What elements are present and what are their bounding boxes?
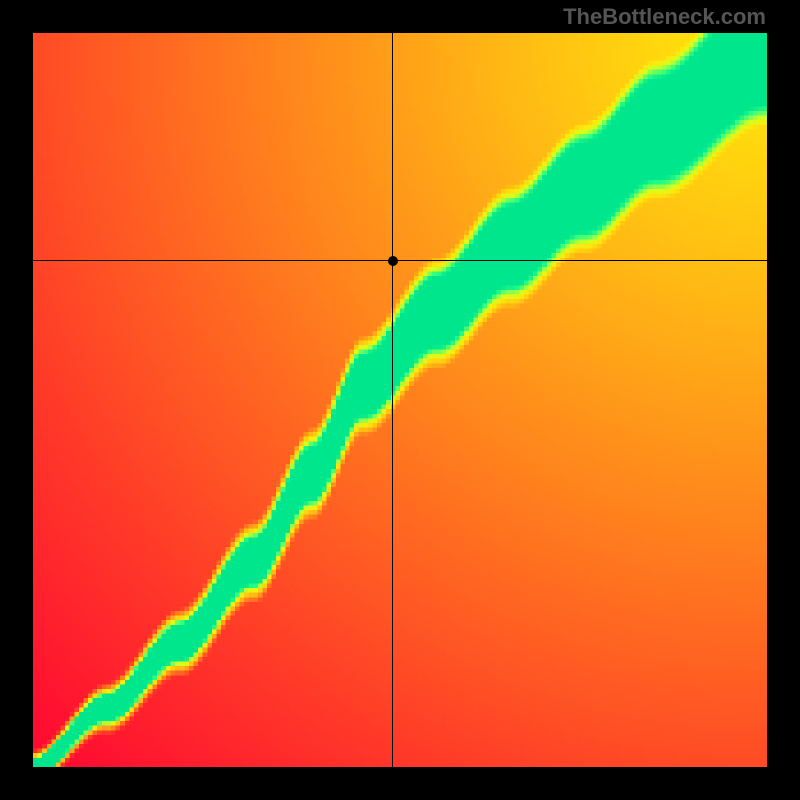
watermark-text: TheBottleneck.com bbox=[563, 4, 766, 30]
data-point-marker bbox=[388, 256, 398, 266]
bottleneck-heatmap bbox=[33, 33, 767, 767]
crosshair-horizontal-line bbox=[33, 260, 767, 261]
crosshair-vertical-line bbox=[392, 33, 393, 767]
chart-container: TheBottleneck.com bbox=[0, 0, 800, 800]
